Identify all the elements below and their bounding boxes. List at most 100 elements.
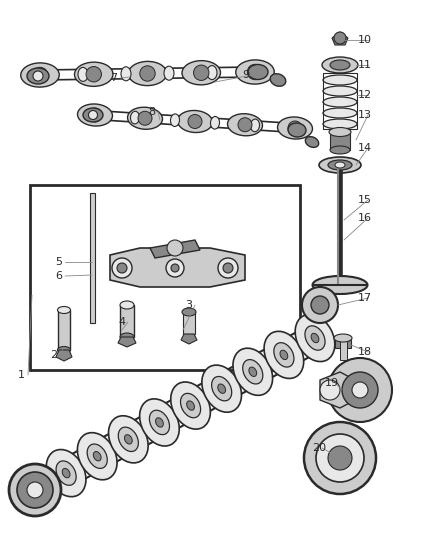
Ellipse shape [330,60,350,70]
Ellipse shape [35,68,45,82]
Text: 14: 14 [358,143,372,153]
Ellipse shape [131,111,140,124]
Ellipse shape [207,66,217,79]
Circle shape [320,380,340,400]
Ellipse shape [78,104,113,126]
Ellipse shape [278,117,312,139]
Ellipse shape [322,57,358,73]
Ellipse shape [218,384,226,393]
Ellipse shape [280,350,288,360]
Circle shape [27,482,43,498]
Ellipse shape [155,418,163,427]
Ellipse shape [243,360,263,384]
Text: 19: 19 [325,378,339,388]
Ellipse shape [170,114,180,126]
Ellipse shape [177,110,212,133]
Text: 6: 6 [55,271,62,281]
Bar [183,312,195,334]
Circle shape [223,263,233,273]
Circle shape [117,263,127,273]
Ellipse shape [305,326,325,350]
Text: 8: 8 [148,107,155,117]
Text: 4: 4 [118,317,125,327]
Text: 9: 9 [242,70,249,80]
Circle shape [88,110,98,119]
Ellipse shape [25,478,45,502]
Ellipse shape [140,399,179,446]
Text: 3: 3 [185,300,192,310]
Polygon shape [110,248,245,287]
Ellipse shape [46,449,86,497]
Ellipse shape [227,114,262,136]
Ellipse shape [211,117,219,129]
Ellipse shape [128,61,167,86]
Circle shape [328,446,352,470]
Circle shape [342,372,378,408]
Ellipse shape [93,451,101,461]
Ellipse shape [62,469,70,478]
Ellipse shape [270,74,286,86]
Circle shape [247,64,263,80]
Bar [30,185,300,370]
Ellipse shape [57,306,71,313]
Ellipse shape [323,86,357,96]
Circle shape [33,71,43,81]
Ellipse shape [120,333,134,341]
Text: 1: 1 [18,370,25,380]
Circle shape [167,240,183,256]
Ellipse shape [121,67,131,81]
Ellipse shape [323,108,357,118]
Ellipse shape [109,416,148,463]
Polygon shape [150,240,200,258]
Circle shape [288,121,302,135]
Ellipse shape [249,367,257,376]
Ellipse shape [264,332,304,378]
Circle shape [311,296,329,314]
Circle shape [32,67,48,83]
Circle shape [171,264,179,272]
Circle shape [328,358,392,422]
Circle shape [88,108,102,122]
Ellipse shape [149,410,170,434]
Text: 11: 11 [358,60,372,70]
Ellipse shape [335,162,345,168]
Circle shape [316,434,364,482]
Bar [58,310,70,350]
Ellipse shape [182,308,196,316]
Polygon shape [181,334,197,344]
Ellipse shape [323,97,357,107]
Text: 17: 17 [358,293,372,303]
Ellipse shape [330,146,350,154]
Polygon shape [320,372,355,408]
Ellipse shape [180,393,201,418]
Polygon shape [56,350,72,361]
Ellipse shape [290,122,300,134]
Ellipse shape [251,119,259,132]
Text: 16: 16 [358,213,372,223]
Ellipse shape [120,301,134,309]
Ellipse shape [78,433,117,480]
Ellipse shape [74,62,113,86]
Ellipse shape [31,486,39,495]
Text: 15: 15 [358,195,372,205]
Ellipse shape [124,434,132,444]
Ellipse shape [319,157,361,173]
Ellipse shape [83,108,103,122]
Ellipse shape [334,334,352,342]
Ellipse shape [187,401,194,410]
Bar [120,305,134,337]
Circle shape [138,111,152,125]
Ellipse shape [312,276,367,294]
Ellipse shape [127,107,162,130]
Ellipse shape [164,66,174,80]
Circle shape [17,472,53,508]
Ellipse shape [323,75,357,85]
Circle shape [302,287,338,323]
Ellipse shape [212,376,232,401]
Ellipse shape [311,333,319,343]
Circle shape [304,422,376,494]
Ellipse shape [57,346,71,353]
Bar [330,132,350,150]
Circle shape [218,258,238,278]
Circle shape [112,258,132,278]
